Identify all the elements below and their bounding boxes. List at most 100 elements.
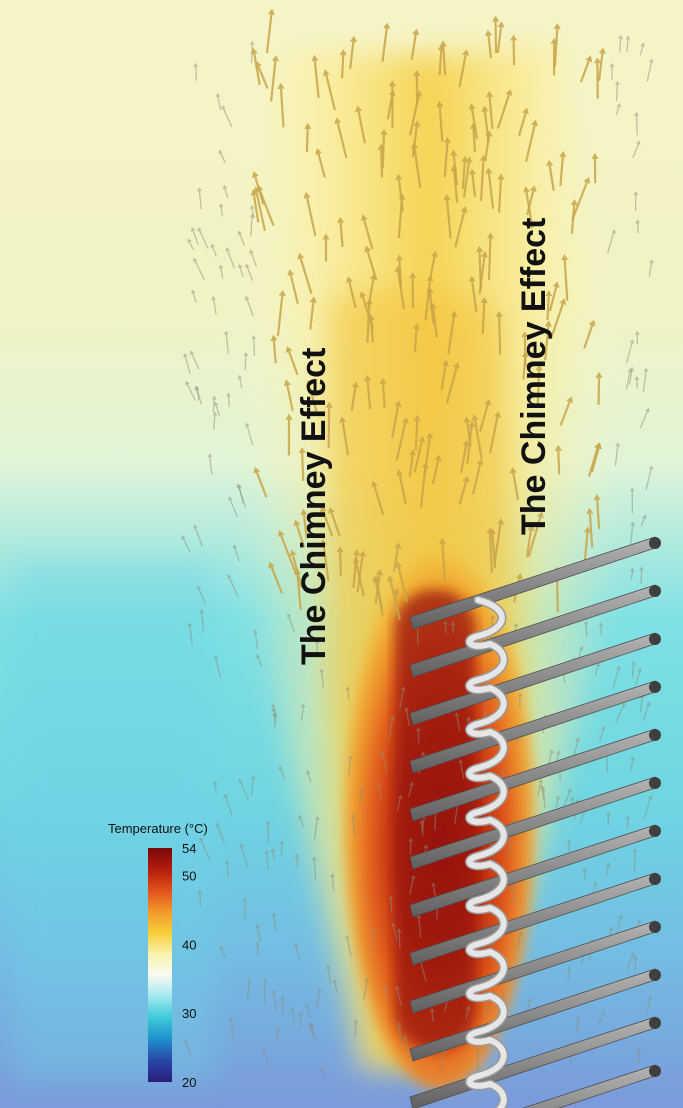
- velocity-arrow: [345, 934, 352, 957]
- velocity-arrow: [391, 400, 402, 439]
- velocity-arrow: [355, 105, 366, 144]
- velocity-arrow: [185, 380, 196, 401]
- velocity-arrow: [469, 122, 478, 153]
- velocity-arrow: [471, 458, 484, 495]
- velocity-arrow: [478, 399, 492, 433]
- velocity-arrow: [244, 295, 254, 317]
- velocity-arrow: [640, 514, 647, 527]
- velocity-arrow: [394, 985, 403, 1007]
- velocity-arrow: [526, 185, 537, 216]
- velocity-arrow: [325, 964, 332, 985]
- colorbar-tick-label: 30: [182, 1006, 196, 1021]
- velocity-arrow: [605, 861, 611, 875]
- velocity-arrow: [535, 364, 543, 406]
- velocity-arrow: [443, 620, 448, 635]
- velocity-arrow: [181, 535, 191, 553]
- velocity-arrow: [347, 755, 353, 775]
- velocity-arrow: [431, 454, 442, 485]
- velocity-arrow: [253, 466, 268, 498]
- velocity-arrow: [480, 296, 488, 334]
- velocity-arrow: [237, 374, 243, 389]
- velocity-arrow: [395, 254, 403, 287]
- velocity-arrow: [555, 795, 560, 808]
- velocity-arrow: [597, 1010, 606, 1027]
- velocity-arrow: [197, 227, 209, 249]
- velocity-arrow: [625, 952, 635, 972]
- fin: [409, 680, 661, 774]
- velocity-arrow: [591, 442, 602, 473]
- velocity-arrow: [196, 585, 207, 605]
- velocity-arrow: [437, 44, 445, 76]
- velocity-arrow: [271, 707, 277, 723]
- velocity-arrow: [561, 254, 569, 301]
- velocity-arrow: [339, 416, 350, 456]
- velocity-arrow: [465, 1005, 471, 1020]
- velocity-arrow: [320, 1067, 327, 1079]
- velocity-arrow: [285, 346, 299, 376]
- velocity-arrow: [636, 1047, 642, 1064]
- velocity-arrow: [262, 978, 268, 1004]
- velocity-arrow: [486, 91, 494, 129]
- velocity-arrow: [412, 323, 421, 353]
- velocity-arrow: [645, 995, 653, 1014]
- velocity-arrow: [396, 469, 407, 505]
- velocity-arrow: [489, 411, 501, 454]
- velocity-arrow: [460, 440, 470, 474]
- velocity-arrow: [218, 203, 224, 217]
- velocity-arrow: [436, 100, 444, 142]
- velocity-arrow: [316, 987, 322, 1009]
- fin: [409, 632, 661, 726]
- velocity-arrow: [294, 853, 300, 868]
- velocity-arrow: [365, 298, 373, 343]
- velocity-arrow: [207, 453, 213, 475]
- velocity-arrow: [239, 843, 249, 868]
- velocity-arrow: [212, 780, 218, 794]
- velocity-arrow: [458, 759, 465, 780]
- velocity-arrow: [416, 727, 421, 743]
- velocity-arrow: [395, 561, 408, 602]
- velocity-arrow: [309, 1021, 316, 1040]
- velocity-arrow: [630, 521, 635, 545]
- velocity-arrow: [413, 414, 421, 451]
- velocity-arrow: [635, 219, 640, 234]
- velocity-arrow: [297, 252, 313, 295]
- velocity-arrow: [463, 416, 472, 446]
- velocity-arrow: [509, 467, 520, 500]
- svg-text:The Chimney Effect: The Chimney Effect: [515, 218, 553, 535]
- velocity-arrow: [270, 55, 279, 102]
- velocity-arrow: [374, 569, 383, 605]
- velocity-arrow: [183, 353, 191, 375]
- velocity-arrow: [396, 794, 403, 812]
- velocity-arrow: [325, 401, 333, 448]
- velocity-arrow: [332, 978, 338, 994]
- velocity-arrow: [450, 149, 458, 186]
- velocity-arrow: [193, 62, 199, 81]
- velocity-arrow: [466, 420, 476, 464]
- velocity-arrow: [190, 227, 199, 246]
- velocity-arrow: [309, 296, 317, 330]
- velocity-arrow: [510, 34, 518, 66]
- velocity-arrow: [593, 57, 601, 99]
- svg-text:The Chimney Effect: The Chimney Effect: [295, 348, 333, 665]
- velocity-arrow: [447, 310, 458, 355]
- velocity-arrow: [356, 550, 366, 593]
- velocity-arrow: [634, 330, 640, 345]
- velocity-arrow: [300, 703, 306, 721]
- velocity-arrow: [450, 621, 456, 634]
- velocity-arrow: [593, 493, 601, 530]
- velocity-arrow: [371, 480, 385, 516]
- velocity-arrow: [336, 546, 344, 576]
- velocity-arrow: [189, 350, 200, 370]
- velocity-arrow: [306, 769, 312, 783]
- velocity-arrow: [350, 381, 359, 411]
- velocity-arrow: [468, 103, 479, 140]
- velocity-arrow: [391, 922, 398, 940]
- velocity-arrow: [493, 518, 505, 564]
- velocity-arrow: [226, 392, 231, 407]
- velocity-arrow: [278, 765, 286, 781]
- velocity-arrow: [377, 143, 385, 178]
- velocity-arrow: [571, 176, 591, 221]
- velocity-arrow: [526, 997, 532, 1010]
- velocity-arrow: [227, 574, 239, 598]
